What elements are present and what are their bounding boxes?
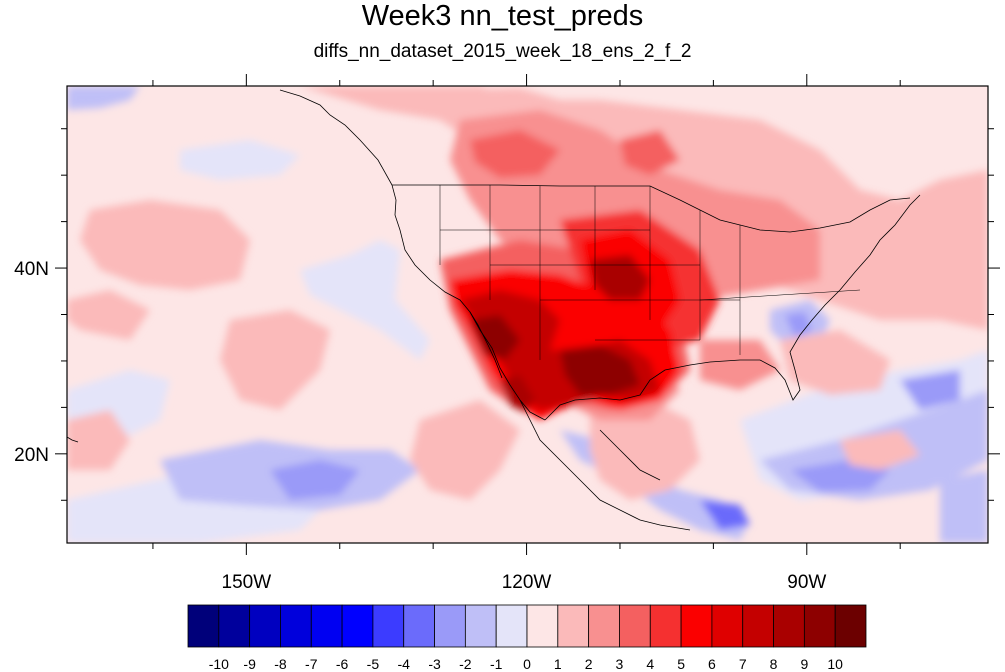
colorbar-level-label: 7 [739, 656, 747, 672]
colorbar-level-label: 0 [523, 656, 531, 672]
colorbar-swatch [187, 604, 220, 648]
colorbar-level-label: 6 [708, 656, 716, 672]
colorbar-level-label: 9 [800, 656, 808, 672]
lon-tick-label: 90W [787, 572, 826, 593]
colorbar-swatch [526, 604, 559, 648]
lon-tick-label: 150W [222, 572, 272, 593]
axis-ticks [55, 74, 1000, 555]
lat-tick-label: 40N [14, 259, 49, 280]
colorbar-swatch [310, 604, 343, 648]
colorbar-swatch [742, 604, 774, 648]
colorbar-level-label: -9 [243, 656, 256, 672]
colorbar-level-label: 3 [616, 656, 624, 672]
colorbar-level-label: 2 [585, 656, 593, 672]
anomaly-field [67, 86, 988, 543]
colorbar-swatch [773, 604, 805, 648]
colorbar-swatch [649, 604, 682, 648]
plot-title: Week3 nn_test_preds [361, 0, 644, 32]
colorbar-swatch [218, 604, 251, 648]
colorbar-swatch [619, 604, 651, 648]
colorbar-level-label: -4 [398, 656, 411, 672]
colorbar-swatch [249, 604, 281, 648]
colorbar-swatch [680, 604, 713, 648]
state-borders [439, 185, 861, 360]
colorbar-swatch [557, 604, 590, 648]
colorbar-swatch [834, 604, 867, 648]
colorbar-swatch [711, 604, 744, 648]
colorbar-level-label: 5 [677, 656, 685, 672]
axis-labels: 150W 120W 90W 40N 20N [14, 259, 826, 593]
plot-subtitle: diffs_nn_dataset_2015_week_18_ens_2_f_2 [313, 41, 692, 62]
colorbar [187, 604, 867, 648]
colorbar-level-label: -3 [428, 656, 441, 672]
colorbar-swatch [464, 604, 497, 648]
colorbar-level-label: 8 [770, 656, 778, 672]
colorbar-swatch [803, 604, 836, 648]
colorbar-swatch [434, 604, 466, 648]
colorbar-level-label: -10 [209, 656, 229, 672]
colorbar-level-label: -8 [274, 656, 287, 672]
colorbar-level-label: -6 [336, 656, 349, 672]
colorbar-level-label: 10 [827, 656, 843, 672]
colorbar-swatch [495, 604, 528, 648]
colorbar-level-label: -7 [305, 656, 318, 672]
colorbar-level-label: -5 [367, 656, 380, 672]
colorbar-level-label: 4 [646, 656, 654, 672]
colorbar-swatch [341, 604, 374, 648]
colorbar-labels: -10 -9 -8 -7 -6 -5 -4 -3 -2 -1 0 1 2 3 4 5 6 7 8 9 10 [209, 656, 843, 672]
colorbar-swatch [588, 604, 620, 648]
colorbar-swatch [372, 604, 405, 648]
colorbar-level-label: -1 [490, 656, 503, 672]
lon-tick-label: 120W [502, 572, 552, 593]
colorbar-swatch [280, 604, 312, 648]
colorbar-level-label: 1 [554, 656, 562, 672]
colorbar-level-label: -2 [459, 656, 472, 672]
lat-tick-label: 20N [14, 445, 49, 466]
colorbar-swatch [403, 604, 435, 648]
